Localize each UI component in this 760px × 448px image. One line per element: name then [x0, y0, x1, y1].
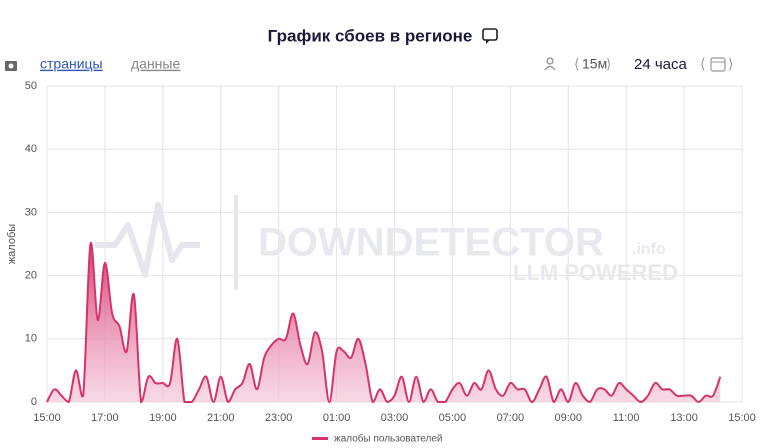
legend-swatch	[312, 437, 328, 440]
x-tick-label: 21:00	[207, 412, 235, 424]
watermark-text: LLM POWERED	[513, 260, 678, 285]
arrow[interactable]: ⟩	[606, 56, 611, 72]
arrow[interactable]: ⟨	[700, 56, 705, 72]
range[interactable]: 24 часа	[634, 56, 688, 73]
x-tick-label: 11:00	[613, 412, 640, 424]
x-tick-label: 19:00	[149, 412, 177, 424]
tab-link[interactable]: страницы	[40, 56, 103, 72]
calendar-icon[interactable]	[710, 57, 726, 72]
chart-title: График сбоев в регионе	[268, 26, 473, 45]
comment-icon	[482, 28, 498, 44]
y-tick-label: 0	[31, 396, 37, 408]
x-tick-label: 05:00	[439, 412, 467, 424]
x-tick-label: 17:00	[91, 412, 119, 424]
watermark-text: .info	[632, 241, 666, 258]
watermark-text: DOWNDETECTOR	[258, 221, 604, 265]
y-axis-label: жалобы	[6, 224, 18, 264]
camera-icon[interactable]	[5, 61, 17, 71]
x-tick-label: 03:00	[381, 412, 409, 424]
y-tick-label: 50	[25, 80, 37, 92]
arrow[interactable]: ⟩	[728, 56, 733, 72]
line	[46, 241, 722, 404]
x-tick-label: 15:00	[728, 412, 756, 424]
legend-label: жалобы пользователей	[334, 433, 443, 443]
y-tick-label: 20	[25, 270, 37, 282]
y-tick-label: 40	[25, 143, 37, 155]
person-icon[interactable]	[544, 57, 556, 71]
x-tick-label: 13:00	[670, 412, 698, 424]
y-tick-label: 30	[25, 206, 37, 218]
watermark: DOWNDETECTOR .info LLM POWERED	[95, 195, 678, 290]
x-tick-label: 23:00	[265, 412, 293, 424]
x-tick-label: 09:00	[554, 412, 582, 424]
x-tick-label: 01:00	[323, 412, 351, 424]
x-tick-label: 07:00	[497, 412, 525, 424]
x-tick-label: 15:00	[33, 412, 61, 424]
y-tick-label: 10	[25, 333, 37, 345]
arrow[interactable]: ⟨	[574, 56, 579, 72]
interval[interactable]: 15м	[582, 56, 607, 72]
tab-link[interactable]: данные	[131, 56, 180, 72]
